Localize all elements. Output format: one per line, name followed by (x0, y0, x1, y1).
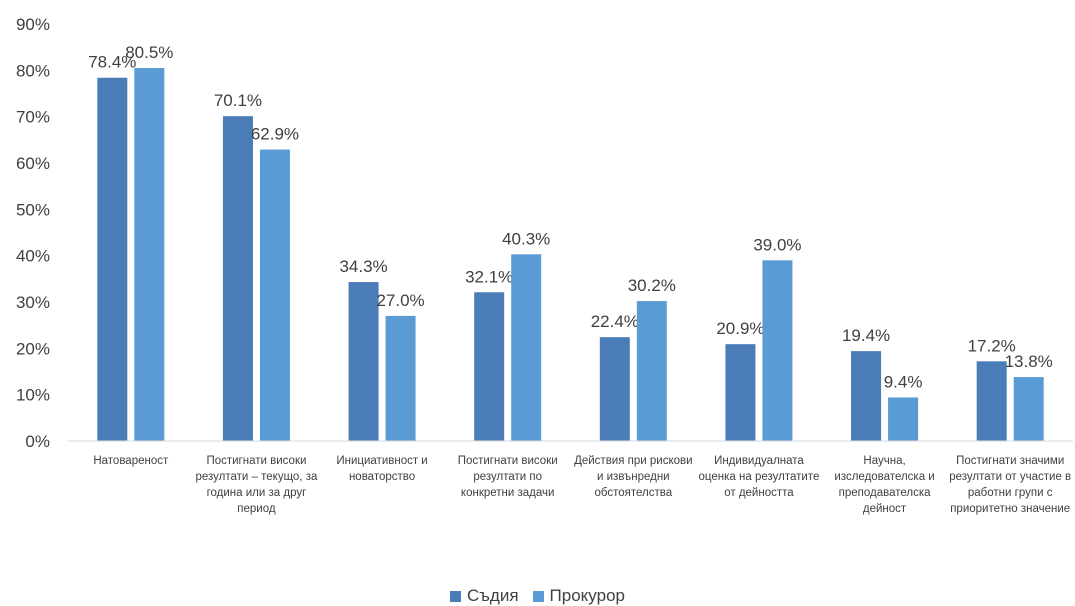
y-tick-label: 20% (16, 339, 50, 358)
data-label: 19.4% (842, 326, 890, 345)
y-tick-label: 90% (16, 15, 50, 34)
legend-swatch-prokuror (532, 590, 544, 602)
bar-sadia (222, 116, 253, 441)
bar-prokuror (134, 68, 165, 442)
bar-prokuror (636, 301, 667, 441)
y-tick-label: 0% (25, 432, 50, 451)
data-label: 20.9% (716, 319, 764, 338)
legend-label-prokuror: Прокурор (549, 586, 625, 605)
legend: Съдия Прокурор (0, 586, 1075, 606)
y-tick-label: 80% (16, 61, 50, 80)
legend-item-sadia: Съдия (450, 586, 519, 606)
y-tick-label: 30% (16, 293, 50, 312)
x-category-label: Действия при рискови и извънредни обстоя… (574, 455, 693, 499)
bar-prokuror (511, 254, 542, 441)
y-tick-label: 10% (16, 386, 50, 405)
bar-prokuror (762, 260, 793, 441)
x-category-label: Научна, изследователска и преподавателск… (834, 455, 935, 515)
bar-prokuror (385, 315, 416, 441)
data-label: 78.4% (88, 53, 136, 72)
data-label: 62.9% (251, 125, 299, 144)
data-label: 13.8% (1005, 352, 1053, 371)
data-label: 34.3% (339, 257, 387, 276)
data-label: 80.5% (125, 43, 173, 62)
data-label: 32.1% (465, 267, 513, 286)
data-label: 9.4% (884, 372, 923, 391)
data-label: 30.2% (628, 276, 676, 295)
data-label: 70.1% (214, 91, 262, 110)
data-label: 27.0% (376, 291, 424, 310)
bar-sadia (599, 337, 630, 441)
bar-sadia (97, 77, 128, 441)
x-category-label: Постигнати високи резултати по конкретни… (457, 455, 558, 499)
bar-sadia (976, 361, 1007, 441)
data-label: 39.0% (753, 235, 801, 254)
bar-prokuror (259, 149, 290, 441)
x-category-label: Натовареност (93, 455, 169, 467)
legend-label-sadia: Съдия (467, 586, 519, 605)
bar-sadia (725, 344, 756, 441)
x-category-label: Инициативност и новаторство (336, 455, 428, 483)
data-label: 40.3% (502, 229, 550, 248)
x-category-label: Индивидуалната оценка на резултатите от … (698, 455, 820, 499)
y-tick-label: 60% (16, 154, 50, 173)
bar-prokuror (888, 397, 919, 441)
bar-sadia (474, 292, 505, 441)
y-axis: 0% 10% 20% 30% 40% 50% 60% 70% 80% 90% (16, 15, 50, 451)
bar-sadia (851, 351, 882, 441)
y-tick-label: 50% (16, 200, 50, 219)
x-category-label: Постигнати високи резултати – текущо, за… (195, 455, 318, 515)
legend-swatch-sadia (450, 590, 462, 602)
data-label: 17.2% (968, 336, 1016, 355)
y-tick-label: 40% (16, 247, 50, 266)
data-label: 22.4% (591, 312, 639, 331)
bar-prokuror (1013, 377, 1044, 441)
legend-item-prokuror: Прокурор (532, 586, 625, 606)
y-tick-label: 70% (16, 108, 50, 127)
bars: 78.4%80.5% 70.1% 62.9% 34.3% 27.0% 32.1% 40.3%… (88, 43, 1053, 442)
x-category-label: Постигнати значими резултати от участие … (949, 455, 1072, 515)
bar-sadia (348, 282, 379, 441)
